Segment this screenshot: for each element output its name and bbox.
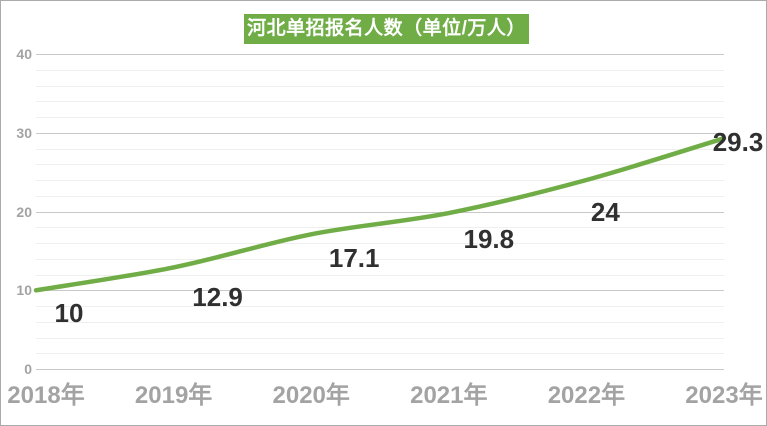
minor-gridline [36,69,724,71]
minor-gridline [36,243,724,244]
y-tick-label: 40 [16,46,32,62]
y-tick-label: 10 [16,282,32,299]
data-label: 24 [590,197,620,227]
major-gridline [36,211,724,213]
major-gridline [36,54,724,55]
minor-gridline [36,101,724,103]
minor-gridline [36,353,724,355]
x-tick-label: 2018年 [7,382,85,409]
major-gridline [36,290,724,292]
x-tick-label: 2021年 [410,382,488,409]
minor-gridline [36,321,724,323]
chart-title: 河北单招报名人数（单位/万人） [244,14,529,44]
y-tick-label: 0 [24,361,32,377]
data-label: 17.1 [328,243,380,274]
x-tick-label: 2020年 [272,382,350,409]
major-gridline [36,132,724,134]
data-label: 12.9 [192,282,243,313]
data-label: 29.3 [712,127,764,158]
minor-gridline [36,180,724,181]
x-tick-label: 2023年 [685,382,763,409]
major-gridline [36,369,724,370]
line-series-path [33,136,727,293]
minor-gridline [36,337,724,339]
data-label: 10 [54,298,84,329]
x-tick-label: 2019年 [134,382,213,409]
x-tick-label: 2022年 [547,382,626,409]
minor-gridline [36,148,724,150]
y-tick-label: 20 [16,203,32,220]
minor-gridline [36,258,724,260]
minor-gridline [36,227,724,229]
minor-gridline [36,164,724,166]
minor-gridline [36,117,724,118]
minor-gridline [36,274,724,276]
data-label: 19.8 [463,224,515,255]
minor-gridline [36,306,724,307]
y-tick-label: 30 [16,124,32,141]
minor-gridline [36,85,724,87]
minor-gridline [36,195,724,197]
